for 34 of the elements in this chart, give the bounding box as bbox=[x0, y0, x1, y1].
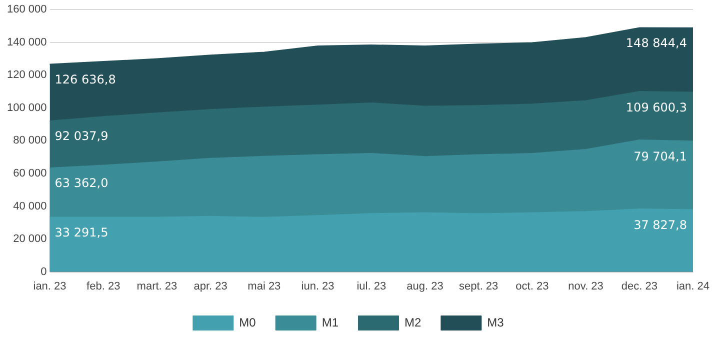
x-tick-label: feb. 23 bbox=[86, 280, 120, 292]
y-tick-label: 40 000 bbox=[13, 200, 47, 212]
x-tick-label: ian. 23 bbox=[33, 280, 66, 292]
x-tick-label: iun. 23 bbox=[301, 280, 334, 292]
data-label: 33 291,5 bbox=[54, 225, 108, 240]
legend-label: M3 bbox=[487, 315, 504, 330]
x-tick-label: apr. 23 bbox=[194, 280, 228, 292]
y-tick-label: 100 000 bbox=[6, 102, 47, 114]
x-tick-label: ian. 24 bbox=[676, 280, 710, 292]
data-label: 63 362,0 bbox=[54, 176, 108, 190]
data-label: 37 827,8 bbox=[634, 218, 687, 232]
y-tick-label: 0 bbox=[40, 266, 47, 278]
data-label: 148 844,4 bbox=[626, 36, 687, 50]
x-tick-label: mai 23 bbox=[248, 280, 281, 292]
data-label: 79 704,1 bbox=[634, 149, 687, 164]
legend-label: M2 bbox=[404, 315, 422, 330]
data-label: 109 600,3 bbox=[626, 100, 687, 114]
y-tick-label: 80 000 bbox=[13, 134, 47, 147]
y-tick-label: 120 000 bbox=[6, 69, 47, 82]
data-label: 92 037,9 bbox=[54, 129, 108, 144]
x-tick-label: aug. 23 bbox=[406, 280, 444, 292]
legend-label: M0 bbox=[239, 315, 256, 330]
x-tick-label: oct. 23 bbox=[516, 280, 549, 292]
y-tick-label: 160 000 bbox=[6, 4, 47, 16]
y-tick-label: 140 000 bbox=[6, 36, 47, 48]
x-tick-label: mart. 23 bbox=[136, 280, 178, 292]
x-tick-label: sept. 23 bbox=[459, 280, 498, 292]
legend-label: M1 bbox=[322, 315, 339, 330]
y-tick-label: 60 000 bbox=[13, 168, 47, 180]
x-tick-label: nov. 23 bbox=[568, 280, 604, 292]
x-tick-label: iul. 23 bbox=[356, 280, 386, 292]
y-tick-label: 20 000 bbox=[13, 233, 47, 246]
data-label: 126 636,8 bbox=[54, 72, 116, 86]
x-tick-label: dec. 23 bbox=[621, 280, 658, 292]
